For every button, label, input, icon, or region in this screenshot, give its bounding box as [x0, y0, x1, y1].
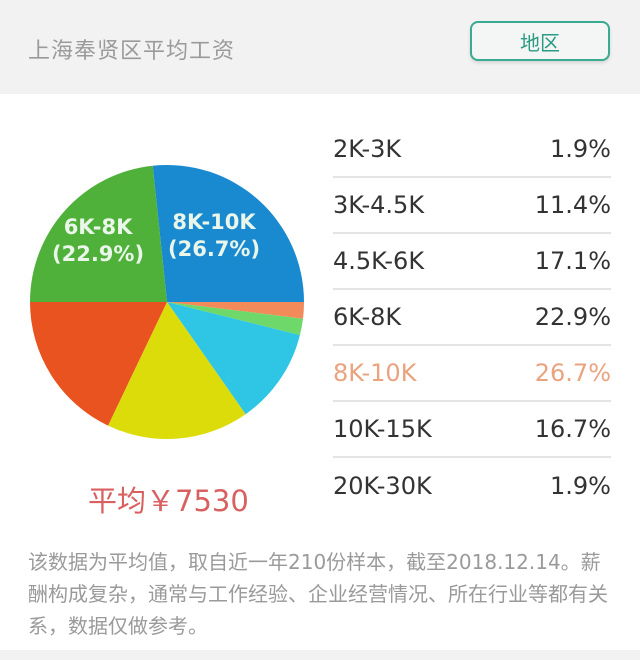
slice-10k-15k — [108, 302, 246, 439]
data-footnote: 该数据为平均值，取自近一年210份样本，截至2018.12.14。薪酬构成复杂，… — [28, 550, 608, 638]
legend-row: 4.5K-6K 17.1% — [333, 234, 611, 290]
legend-pct: 11.4% — [534, 191, 611, 219]
legend-pct: 22.9% — [534, 303, 611, 331]
salary-legend: 2K-3K 1.9% 3K-4.5K 11.4% 4.5K-6K 17.1% 6… — [333, 122, 611, 514]
legend-pct: 17.1% — [534, 247, 611, 275]
legend-range: 4.5K-6K — [333, 247, 425, 275]
legend-range: 6K-8K — [333, 303, 402, 331]
region-button[interactable]: 地区 — [470, 21, 610, 61]
bottom-divider — [0, 650, 640, 660]
pie-label-6k-8k: 6K-8K (22.9%) — [52, 214, 144, 268]
slice-3k-4-5k — [167, 302, 300, 415]
legend-row: 2K-3K 1.9% — [333, 122, 611, 178]
legend-row-highlighted: 8K-10K 26.7% — [333, 346, 611, 402]
legend-range: 8K-10K — [333, 359, 417, 387]
header: 上海奉贤区平均工资 地区 — [0, 0, 640, 94]
pie-label-pct: (26.7%) — [168, 237, 261, 261]
slice-8k-10k — [152, 164, 304, 302]
legend-pct: 1.9% — [550, 472, 611, 500]
pie-label-pct: (22.9%) — [52, 242, 145, 266]
legend-row: 20K-30K 1.9% — [333, 458, 611, 514]
pie-label-range: 8K-10K — [172, 210, 256, 234]
pie-label-range: 6K-8K — [63, 215, 133, 239]
pie-chart: 6K-8K (22.9%) 8K-10K (26.7%) — [0, 110, 330, 470]
legend-row: 10K-15K 16.7% — [333, 402, 611, 458]
page-title: 上海奉贤区平均工资 — [28, 39, 236, 64]
pie-label-8k-10k: 8K-10K (26.7%) — [168, 209, 260, 263]
legend-pct: 26.7% — [534, 359, 611, 387]
slice-4-5k-6k — [30, 302, 167, 426]
legend-row: 6K-8K 22.9% — [333, 290, 611, 346]
slice-2k-3k — [167, 302, 305, 319]
legend-range: 10K-15K — [333, 415, 432, 443]
legend-row: 3K-4.5K 11.4% — [333, 178, 611, 234]
legend-pct: 1.9% — [550, 135, 611, 163]
average-salary: 平均￥7530 — [88, 484, 249, 518]
legend-range: 3K-4.5K — [333, 191, 425, 219]
legend-range: 20K-30K — [333, 472, 432, 500]
slice-20k-30k — [167, 302, 303, 336]
legend-pct: 16.7% — [534, 415, 611, 443]
slice-6k-8k — [29, 165, 167, 302]
pie-svg — [29, 164, 305, 439]
legend-range: 2K-3K — [333, 135, 402, 163]
